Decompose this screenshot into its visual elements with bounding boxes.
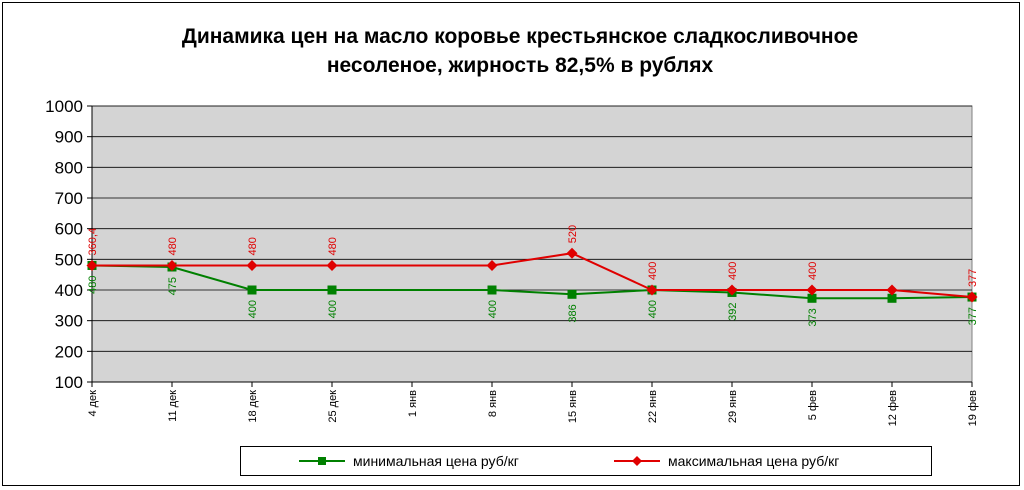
x-tick-label: 19 фев [967, 390, 979, 426]
legend: минимальная цена руб/кг максимальная цен… [240, 446, 932, 476]
x-tick-label: 18 дек [247, 390, 259, 423]
x-tick-label: 25 дек [327, 390, 339, 423]
data-point [246, 259, 258, 271]
x-tick-label: 4 дек [87, 390, 99, 417]
data-label: 373 [807, 308, 819, 326]
data-point [487, 285, 497, 295]
y-tick-label: 500 [55, 250, 83, 269]
data-point [726, 284, 738, 296]
data-point [166, 259, 178, 271]
plot-area [91, 105, 973, 383]
data-point [807, 293, 817, 303]
data-label: 392 [727, 302, 739, 320]
x-tick-label: 1 янв [407, 390, 419, 417]
y-tick-label: 1000 [45, 97, 83, 116]
data-point [247, 285, 257, 295]
y-tick-label: 200 [55, 342, 83, 361]
x-tick-label: 8 янв [487, 390, 499, 417]
legend-item-min: минимальная цена руб/кг [299, 447, 519, 475]
data-point [567, 289, 577, 299]
data-label: 400 [727, 262, 739, 280]
data-label: 400 [487, 300, 499, 318]
x-tick-label: 11 дек [167, 390, 179, 422]
legend-label-max: максимальная цена руб/кг [668, 453, 840, 469]
data-point [646, 284, 658, 296]
data-label: 520 [567, 225, 579, 243]
data-point [86, 259, 98, 271]
data-point [886, 284, 898, 296]
data-label: 400 [647, 262, 659, 280]
legend-swatch-max [614, 456, 660, 466]
x-tick-label: 15 янв [567, 390, 579, 423]
chart-title-line-1: Динамика цен на масло коровье крестьянск… [181, 25, 859, 48]
y-tick-label: 100 [55, 373, 83, 392]
data-label: 480 [87, 275, 99, 293]
data-point [566, 247, 578, 259]
y-tick-label: 900 [55, 128, 83, 147]
data-label: 480 [167, 237, 179, 255]
data-label: 400 [327, 300, 339, 318]
data-label: 480 [327, 237, 339, 255]
data-point [327, 285, 337, 295]
x-tick-label: 5 фев [807, 390, 819, 420]
y-tick-label: 700 [55, 189, 83, 208]
chart-title: Динамика цен на масло коровье крестьянск… [0, 22, 1024, 80]
data-point [966, 291, 978, 303]
data-point [806, 284, 818, 296]
y-tick-label: 600 [55, 220, 83, 239]
x-tick-label: 29 янв [727, 390, 739, 423]
data-point [887, 293, 897, 303]
legend-label-min: минимальная цена руб/кг [353, 453, 519, 469]
x-tick-label: 12 фев [887, 390, 899, 426]
data-label: 475 [167, 277, 179, 295]
data-label: 480 [247, 237, 259, 255]
legend-swatch-min [299, 457, 345, 465]
data-label: 400 [247, 300, 259, 318]
data-label: 360,4 [87, 228, 99, 256]
y-tick-label: 800 [55, 158, 83, 177]
data-point [326, 259, 338, 271]
data-label: 377 [967, 269, 979, 287]
data-label: 400 [807, 262, 819, 280]
data-label: 400 [647, 300, 659, 318]
y-tick-label: 400 [55, 281, 83, 300]
data-point [486, 259, 498, 271]
chart-title-line-2: несоленое, жирность 82,5% в рублях [326, 54, 714, 77]
data-label: 377 [967, 307, 979, 325]
data-label: 386 [567, 304, 579, 322]
x-tick-label: 22 янв [647, 390, 659, 423]
legend-item-max: максимальная цена руб/кг [614, 447, 839, 475]
y-tick-label: 300 [55, 312, 83, 331]
